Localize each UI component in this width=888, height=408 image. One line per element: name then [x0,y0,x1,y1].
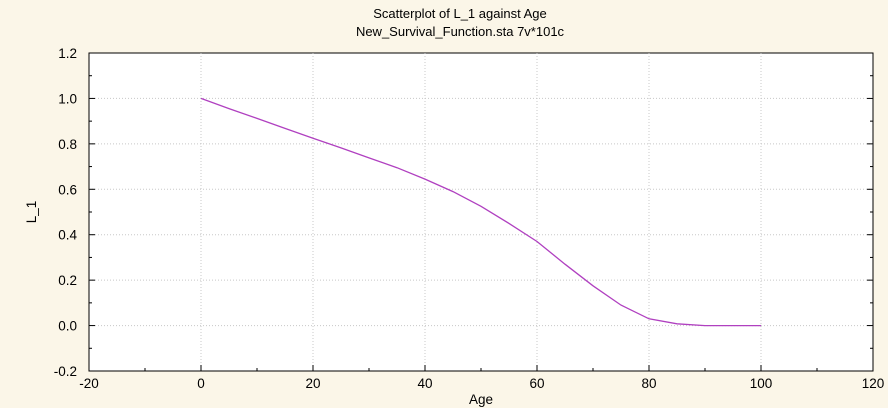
grid [89,53,873,371]
series-layer [200,97,761,327]
axis-ticks [88,52,874,372]
x-tick-label: 120 [862,376,885,391]
y-tick-label: 1.0 [58,91,77,106]
y-tick-label: 0.2 [58,273,77,288]
x-tick-label: 60 [529,376,544,391]
chart-title: Scatterplot of L_1 against Age [373,6,546,21]
y-tick-label: 0.6 [58,182,77,197]
y-tick-label: 0.4 [58,228,77,243]
plot-area [88,52,874,372]
y-tick-label: -0.2 [54,364,77,379]
x-tick-label: 80 [641,376,656,391]
y-tick-label: 0.8 [58,137,77,152]
y-tick-label: 1.2 [58,46,77,61]
x-tick-label: -20 [79,376,99,391]
x-tick-label: 20 [305,376,320,391]
y-tick-labels: -0.2 0.0 0.2 0.4 0.6 0.8 1.0 1.2 [54,46,78,379]
y-axis-label: L_1 [24,201,39,224]
x-axis-label: Age [469,392,493,407]
x-tick-labels: -20 0 20 40 60 80 100 120 [79,376,884,391]
x-tick-label: 40 [417,376,432,391]
y-tick-label: 0.0 [58,319,77,334]
chart-subtitle: New_Survival_Function.sta 7v*101c [356,24,565,39]
x-tick-label: 0 [197,376,205,391]
series-line [200,97,761,327]
x-tick-label: 100 [750,376,773,391]
